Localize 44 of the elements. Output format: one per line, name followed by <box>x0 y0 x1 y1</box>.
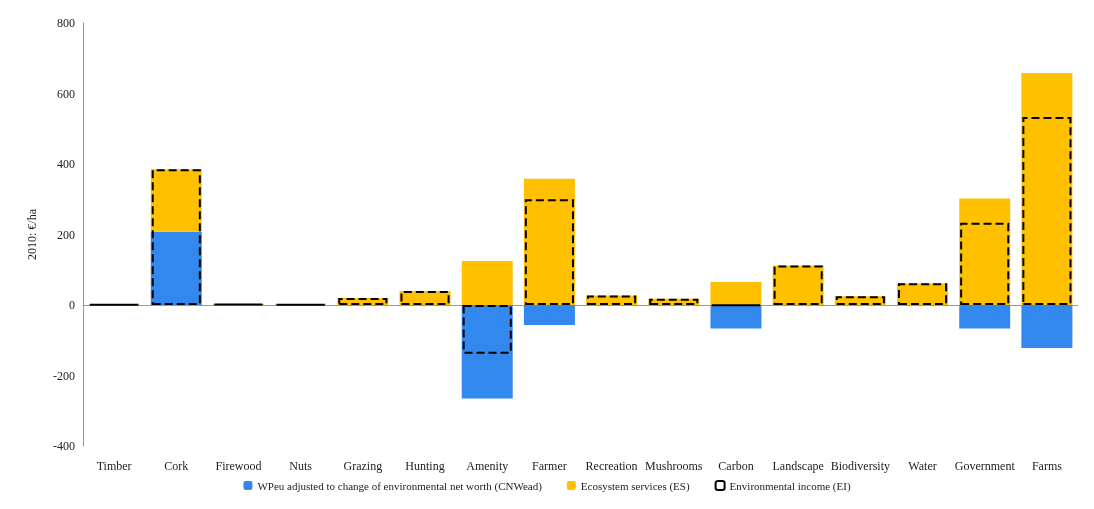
bar <box>1022 117 1072 305</box>
bar <box>1021 305 1073 349</box>
bar <box>959 305 1011 329</box>
legend-label: Environmental income (EI) <box>729 479 851 493</box>
bar <box>462 305 512 354</box>
x-tick-label: Biodiversity <box>830 459 891 473</box>
y-tick-label: 0 <box>69 298 75 312</box>
y-tick-label: 600 <box>57 86 75 101</box>
bar <box>710 282 762 305</box>
bar <box>524 199 574 305</box>
x-tick-label: Amenity <box>466 459 509 473</box>
bar <box>151 169 201 305</box>
x-tick-label: Hunting <box>405 459 445 473</box>
x-tick-label: Water <box>908 459 937 473</box>
bar <box>461 260 513 305</box>
bar <box>150 231 202 305</box>
bar <box>960 222 1010 305</box>
bar <box>710 305 762 329</box>
x-tick-label: Mushrooms <box>645 459 703 473</box>
y-tick-label: -400 <box>53 439 75 453</box>
x-tick-label: Cork <box>164 459 189 473</box>
bar <box>959 198 1011 305</box>
x-tick-label: Recreation <box>585 459 638 473</box>
bar <box>523 178 575 305</box>
bar <box>523 305 575 326</box>
legend-label: Ecosystem services (ES) <box>580 479 690 493</box>
bar <box>150 169 202 232</box>
x-tick-label: Government <box>954 459 1016 473</box>
x-tick-label: Timber <box>96 459 132 473</box>
y-tick-label: 400 <box>57 157 75 171</box>
bar <box>1021 73 1073 305</box>
y-axis-title: 2010: €/ha <box>25 208 39 260</box>
y-tick-label: 200 <box>57 227 75 242</box>
x-tick-label: Landscape <box>772 459 824 473</box>
x-tick-label: Grazing <box>343 459 383 473</box>
x-tick-label: Firewood <box>215 459 262 473</box>
x-tick-label: Farms <box>1031 459 1063 473</box>
x-tick-label: Farmer <box>532 459 567 473</box>
y-tick-label: 800 <box>57 16 75 30</box>
y-tick-label: -200 <box>53 368 75 383</box>
legend-label: WPeu adjusted to change of environmental net worth (CNWead) <box>257 479 543 493</box>
bar <box>461 305 513 399</box>
x-tick-label: Carbon <box>718 459 754 473</box>
x-tick-label: Nuts <box>289 459 313 473</box>
